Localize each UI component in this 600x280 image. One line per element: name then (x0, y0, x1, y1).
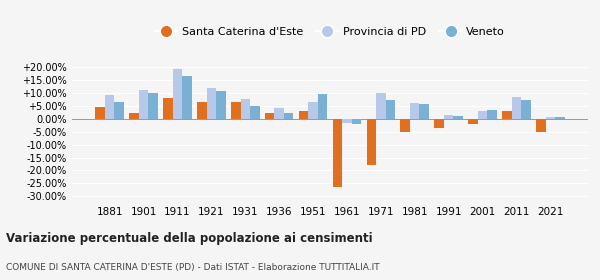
Bar (502, 111, 512, 119)
Bar (250, 106, 260, 119)
Bar (555, 117, 565, 119)
Bar (130, 113, 139, 119)
Bar (274, 108, 284, 119)
Legend: Santa Caterina d'Este, Provincia di PD, Veneto: Santa Caterina d'Este, Provincia di PD, … (151, 22, 509, 41)
Bar (299, 111, 308, 119)
Bar (454, 116, 463, 119)
Bar (182, 76, 192, 119)
Bar (410, 103, 419, 119)
Text: COMUNE DI SANTA CATERINA D'ESTE (PD) - Dati ISTAT - Elaborazione TUTTITALIA.IT: COMUNE DI SANTA CATERINA D'ESTE (PD) - D… (6, 263, 380, 272)
Bar (400, 119, 410, 132)
Bar (206, 88, 216, 119)
Bar (265, 113, 274, 119)
Bar (478, 111, 487, 119)
Bar (105, 95, 115, 119)
Bar (386, 101, 395, 119)
Bar (333, 119, 342, 187)
Bar (241, 99, 250, 119)
Bar (231, 102, 241, 119)
Bar (545, 117, 555, 119)
Text: Variazione percentuale della popolazione ai censimenti: Variazione percentuale della popolazione… (6, 232, 373, 245)
Bar (139, 90, 148, 119)
Bar (197, 102, 206, 119)
Bar (115, 102, 124, 119)
Bar (434, 119, 444, 128)
Bar (521, 101, 530, 119)
Bar (342, 119, 352, 123)
Bar (173, 69, 182, 119)
Bar (308, 102, 318, 119)
Bar (284, 113, 293, 119)
Bar (419, 104, 429, 119)
Bar (95, 107, 105, 119)
Bar (536, 119, 545, 132)
Bar (512, 97, 521, 119)
Bar (468, 119, 478, 124)
Bar (487, 109, 497, 119)
Bar (163, 98, 173, 119)
Bar (318, 94, 327, 119)
Bar (367, 119, 376, 165)
Bar (216, 91, 226, 119)
Bar (148, 93, 158, 119)
Bar (444, 115, 454, 119)
Bar (352, 119, 361, 124)
Bar (376, 93, 386, 119)
